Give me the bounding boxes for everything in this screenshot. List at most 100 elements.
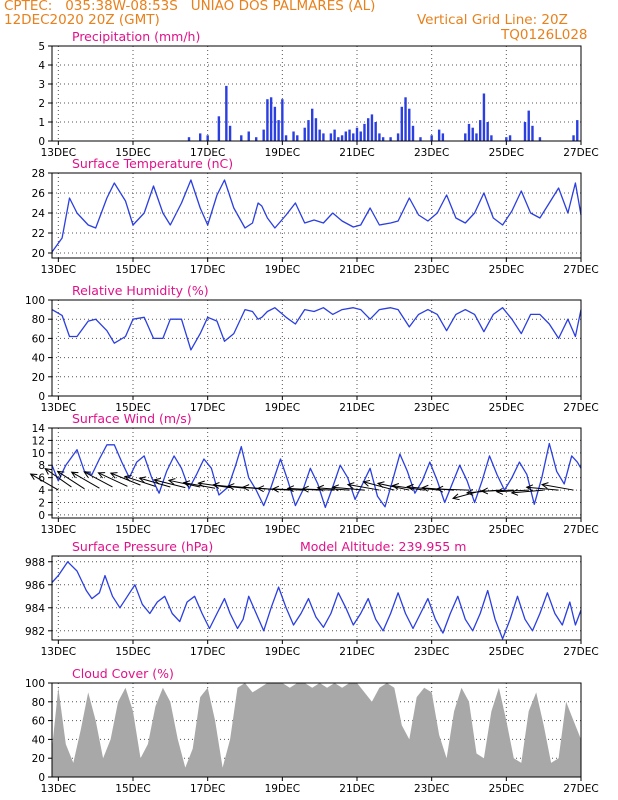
- precip-bar: [508, 135, 512, 141]
- precip-bar: [340, 135, 344, 141]
- precip-bar: [277, 120, 280, 141]
- x-tick-label: 21DEC: [339, 147, 374, 159]
- wind-arrow-head: [56, 470, 65, 478]
- wind-arrow-head: [109, 472, 118, 479]
- precip-bar: [381, 137, 385, 141]
- panel-title: Surface Pressure (hPa): [72, 539, 213, 554]
- precip-bar: [400, 106, 404, 141]
- wind-arrow: [183, 482, 216, 489]
- precip-bar: [367, 118, 370, 141]
- panel-title: Cloud Cover (%): [72, 666, 174, 681]
- y-tick-label: 20: [32, 372, 45, 384]
- x-tick-label: 25DEC: [489, 783, 524, 795]
- precip-bar: [284, 135, 288, 141]
- y-tick-label: 14: [32, 423, 46, 435]
- x-tick-label: 13DEC: [41, 524, 76, 536]
- x-tick-label: 15DEC: [115, 147, 150, 159]
- x-tick-label: 27DEC: [563, 264, 598, 276]
- precip-bar: [475, 133, 478, 141]
- precip-bar: [482, 93, 486, 141]
- wind-arrow-head: [182, 480, 191, 488]
- wind-arrow-head: [316, 484, 325, 492]
- y-tick-label: 28: [32, 168, 45, 180]
- x-tick-label: 19DEC: [265, 524, 300, 536]
- precip-bar: [199, 133, 202, 141]
- precip-bar: [411, 125, 415, 141]
- x-tick-label: 23DEC: [414, 783, 449, 795]
- x-tick-label: 25DEC: [489, 402, 524, 414]
- precip-bar: [490, 135, 493, 141]
- plot-frame: [51, 299, 582, 397]
- panel-0: 0 1 2 3 4 5 13DEC 15DEC 17DEC 19DEC 21DEC 23DEC 25DE…: [38, 29, 598, 159]
- x-tick-label: 13DEC: [41, 783, 76, 795]
- y-tick-label: 986: [25, 580, 45, 592]
- x-tick-label: 27DEC: [563, 783, 598, 795]
- y-tick-label: 80: [32, 697, 45, 709]
- wind-arrow-head: [362, 479, 371, 487]
- y-tick-label: 982: [25, 626, 45, 638]
- x-tick-label: 15DEC: [115, 402, 150, 414]
- plot-frame: [51, 172, 582, 259]
- y-tick-label: 984: [25, 603, 45, 615]
- wind-arrow: [139, 477, 171, 488]
- precip-bar: [430, 135, 433, 141]
- x-tick-label: 23DEC: [414, 524, 449, 536]
- wind-arrow-head: [346, 482, 355, 489]
- precip-bar: [269, 97, 273, 141]
- x-tick-label: 17DEC: [190, 783, 225, 795]
- x-tick-label: 27DEC: [563, 147, 598, 159]
- model-altitude: Model Altitude: 239.955 m: [300, 539, 466, 554]
- series-line: [51, 179, 582, 253]
- precip-bar: [486, 122, 489, 141]
- wind-arrow-head: [29, 473, 38, 480]
- y-tick-label: 0: [38, 391, 45, 403]
- precip-bar: [378, 133, 381, 141]
- panel-title: Surface Wind (m/s): [72, 411, 192, 426]
- wind-arrow: [332, 486, 365, 491]
- panel-4: 982 984 986 988 13DEC 15DEC 17DEC 19DEC 21DEC 23D…: [25, 539, 599, 658]
- precip-bar: [318, 129, 321, 141]
- x-tick-label: 19DEC: [265, 147, 300, 159]
- plot-frame: [51, 555, 582, 641]
- wind-arrow-head: [138, 476, 147, 484]
- y-tick-label: 12: [32, 435, 45, 447]
- wind-arrow: [57, 470, 85, 490]
- wind-arrow-head: [480, 487, 489, 495]
- precip-bar: [247, 131, 250, 141]
- x-tick-label: 27DEC: [563, 524, 598, 536]
- x-tick-label: 21DEC: [339, 783, 374, 795]
- x-tick-label: 25DEC: [489, 646, 524, 658]
- panel-2: 0 20 40 60 80 100 13DEC 15DEC 17DEC 19DEC 21DEC 23D…: [25, 283, 599, 414]
- header-line1: CPTEC: 035:38W-08:53S UNIAO DOS PALMARES…: [4, 0, 376, 14]
- precip-bar: [523, 122, 527, 141]
- precip-bar: [266, 99, 269, 141]
- wind-arrow: [83, 471, 113, 488]
- x-tick-label: 23DEC: [414, 646, 449, 658]
- precip-bar: [303, 127, 306, 141]
- wind-arrow: [302, 488, 335, 491]
- x-tick-label: 17DEC: [190, 147, 225, 159]
- precip-bar: [217, 116, 221, 141]
- series-line: [51, 307, 582, 351]
- wind-arrow-head: [70, 471, 79, 479]
- precip-bar: [281, 99, 284, 141]
- y-tick-label: 2: [38, 98, 45, 110]
- wind-arrow-head: [226, 483, 235, 490]
- y-tick-label: 80: [32, 314, 45, 326]
- precip-bar: [576, 120, 579, 141]
- y-tick-label: 0: [38, 772, 45, 784]
- precip-bar: [228, 125, 232, 141]
- precip-bar: [408, 108, 411, 141]
- precip-bar: [464, 133, 467, 141]
- x-tick-label: 15DEC: [115, 264, 150, 276]
- y-tick-label: 3: [38, 79, 45, 91]
- x-tick-label: 23DEC: [414, 402, 449, 414]
- x-tick-label: 27DEC: [563, 646, 598, 658]
- precip-bar: [396, 133, 400, 141]
- wind-arrow-head: [301, 485, 309, 493]
- wind-arrow: [437, 488, 470, 491]
- series-line: [51, 442, 582, 509]
- y-tick-label: 20: [32, 248, 45, 260]
- x-tick-label: 21DEC: [339, 264, 374, 276]
- x-tick-label: 13DEC: [41, 646, 76, 658]
